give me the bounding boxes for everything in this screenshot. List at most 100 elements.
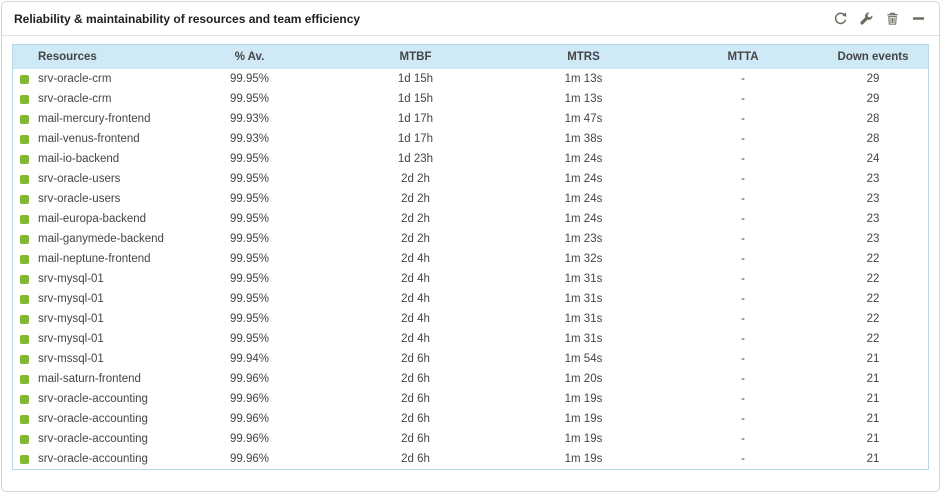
resource-cell: srv-oracle-accounting [13,389,167,409]
mtrs-value: 1m 24s [564,153,603,165]
mtrs-value: 1m 31s [564,273,603,285]
mtbf-value: 2d 6h [401,453,430,465]
status-ok-icon [20,394,29,404]
resource-name: srv-mysql-01 [38,273,104,285]
resource-cell: srv-oracle-accounting [13,449,167,469]
mtbf-value: 1d 17h [397,133,434,145]
resource-name: mail-mercury-frontend [38,113,151,125]
down-events-value: 22 [866,293,880,305]
availability-value: 99.95% [229,153,269,165]
mtta-value: - [741,93,745,105]
mtrs-value: 1m 31s [564,333,603,345]
status-ok-icon [20,214,29,224]
table-row: mail-saturn-frontend 99.96% 2d 6h 1m 20s… [13,369,928,389]
mtbf-value: 1d 17h [397,113,434,125]
mtbf-value: 2d 6h [401,393,430,405]
resource-cell: srv-mysql-01 [13,269,167,289]
status-ok-icon [20,74,29,84]
availability-value: 99.95% [229,93,269,105]
status-ok-icon [20,294,29,304]
table-body: srv-oracle-crm 99.95% 1d 15h 1m 13s - 29… [13,69,928,469]
status-ok-icon [20,114,29,124]
availability-value: 99.95% [229,73,269,85]
mtta-value: - [741,113,745,125]
down-events-value: 23 [866,233,880,245]
table-row: mail-ganymede-backend 99.95% 2d 2h 1m 23… [13,229,928,249]
mtta-value: - [741,393,745,405]
availability-value: 99.93% [229,113,269,125]
mtbf-value: 2d 4h [401,333,430,345]
resource-name: srv-oracle-accounting [38,433,148,445]
down-events-value: 21 [866,453,880,465]
availability-value: 99.96% [229,433,269,445]
resource-name: srv-mysql-01 [38,293,104,305]
status-ok-icon [20,374,29,384]
availability-value: 99.95% [229,313,269,325]
mtbf-value: 2d 6h [401,433,430,445]
mtbf-value: 2d 6h [401,373,430,385]
mtrs-value: 1m 19s [564,393,603,405]
mtbf-value: 1d 15h [397,73,434,85]
refresh-icon[interactable] [832,10,849,27]
resource-cell: srv-oracle-accounting [13,409,167,429]
mtta-value: - [741,293,745,305]
minimize-icon[interactable] [910,10,927,27]
status-ok-icon [20,434,29,444]
mtrs-value: 1m 13s [564,73,603,85]
resource-name: srv-oracle-crm [38,93,112,105]
down-events-value: 23 [866,213,880,225]
mtrs-value: 1m 24s [564,193,603,205]
down-events-value: 21 [866,413,880,425]
mtbf-value: 2d 6h [401,353,430,365]
availability-value: 99.96% [229,373,269,385]
mtta-value: - [741,253,745,265]
resource-name: srv-mssql-01 [38,353,104,365]
mtta-value: - [741,333,745,345]
resource-cell: srv-oracle-crm [13,69,167,89]
down-events-value: 21 [866,373,880,385]
resource-name: srv-oracle-accounting [38,393,148,405]
mtta-value: - [741,73,745,85]
mtta-value: - [741,373,745,385]
down-events-value: 29 [866,73,880,85]
mtbf-value: 2d 2h [401,233,430,245]
down-events-value: 29 [866,93,880,105]
down-events-value: 21 [866,433,880,445]
mtta-value: - [741,433,745,445]
mtbf-value: 2d 4h [401,293,430,305]
status-ok-icon [20,354,29,364]
resource-cell: srv-oracle-users [13,189,167,209]
mtta-value: - [741,173,745,185]
availability-value: 99.93% [229,133,269,145]
availability-value: 99.95% [229,293,269,305]
availability-value: 99.95% [229,213,269,225]
table-row: mail-europa-backend 99.95% 2d 2h 1m 24s … [13,209,928,229]
status-ok-icon [20,134,29,144]
mtrs-value: 1m 23s [564,233,603,245]
mtrs-value: 1m 13s [564,93,603,105]
resource-cell: mail-saturn-frontend [13,369,167,389]
mtrs-value: 1m 19s [564,433,603,445]
availability-value: 99.95% [229,233,269,245]
down-events-value: 28 [866,133,880,145]
table-header-row: Resources % Av. MTBF MTRS MTTA Down even… [13,45,928,69]
mtrs-value: 1m 19s [564,413,603,425]
resource-name: srv-oracle-crm [38,73,112,85]
mtta-value: - [741,413,745,425]
trash-delete-icon[interactable] [884,10,901,27]
mtrs-value: 1m 38s [564,133,603,145]
table-row: srv-mysql-01 99.95% 2d 4h 1m 31s - 22 [13,269,928,289]
wrench-config-icon[interactable] [858,10,875,27]
availability-value: 99.96% [229,453,269,465]
table-row: srv-oracle-users 99.95% 2d 2h 1m 24s - 2… [13,189,928,209]
mtbf-value: 1d 23h [397,153,434,165]
resource-cell: mail-io-backend [13,149,167,169]
table-row: mail-mercury-frontend 99.93% 1d 17h 1m 4… [13,109,928,129]
availability-value: 99.96% [229,413,269,425]
widget-title: Reliability & maintainability of resourc… [14,11,361,26]
mtrs-value: 1m 24s [564,173,603,185]
down-events-value: 23 [866,193,880,205]
resource-cell: mail-neptune-frontend [13,249,167,269]
resource-name: mail-neptune-frontend [38,253,151,265]
